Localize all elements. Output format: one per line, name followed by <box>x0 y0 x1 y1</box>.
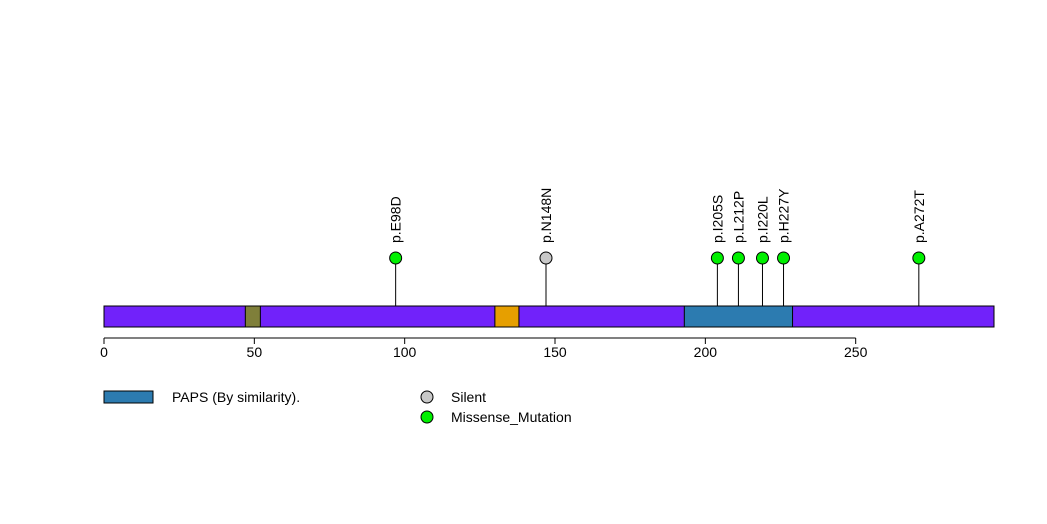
mutation-label: p.N148N <box>538 188 554 243</box>
mutation-label: p.H227Y <box>776 188 792 243</box>
mutation-point <box>539 251 553 265</box>
mutation-point <box>755 251 769 265</box>
x-axis-tick-label: 100 <box>393 344 417 360</box>
domain-bar <box>683 305 794 328</box>
domain-bar <box>244 305 261 328</box>
legend-mutation-label: Missense_Mutation <box>451 409 572 425</box>
x-axis-tick-label: 250 <box>844 344 868 360</box>
x-axis-tick-label: 200 <box>694 344 718 360</box>
mutation-markers: p.E98D p.N148N p.I205S p.L212P p.I220L p.H227… <box>388 188 927 265</box>
legend-domain-swatch <box>103 390 154 404</box>
mutation-label: p.A272T <box>911 190 927 243</box>
x-axis-tick-label: 50 <box>247 344 263 360</box>
mutation-point <box>389 251 403 265</box>
domain-bar <box>494 305 520 328</box>
domain-layer <box>244 305 794 328</box>
legend: PAPS (By similarity). Silent Missense_Muta… <box>103 389 572 425</box>
legend-mutation-marker <box>420 390 434 404</box>
protein-backbone-layer <box>103 305 995 328</box>
mutation-label: p.I205S <box>709 195 725 243</box>
mutation-point <box>777 251 791 265</box>
mutation-label: p.L212P <box>730 191 746 243</box>
mutation-point <box>731 251 745 265</box>
legend-mutation-marker <box>420 410 434 424</box>
x-axis-tick-label: 150 <box>543 344 567 360</box>
mutation-label: p.E98D <box>388 196 404 243</box>
mutation-stems <box>395 258 920 327</box>
x-axis: 0 50 100 150 200 250 <box>100 337 868 360</box>
legend-domain-label: PAPS (By similarity). <box>172 389 300 405</box>
protein-backbone <box>103 305 995 328</box>
mutation-point <box>912 251 926 265</box>
legend-mutation-label: Silent <box>451 389 486 405</box>
x-axis-tick-label: 0 <box>100 344 108 360</box>
mutation-point <box>710 251 724 265</box>
mutation-label: p.I220L <box>754 196 770 243</box>
